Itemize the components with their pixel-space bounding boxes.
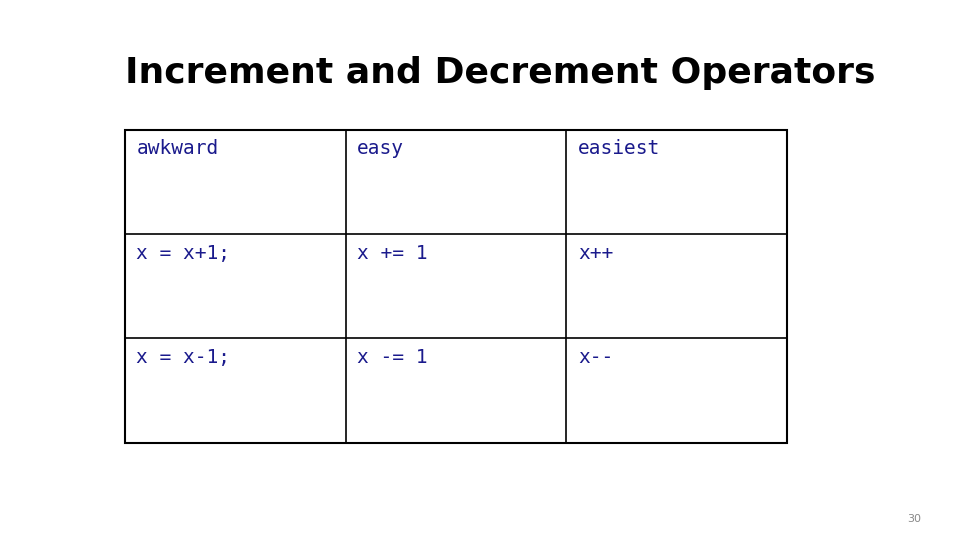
Bar bbox=[125, 130, 787, 443]
Text: x += 1: x += 1 bbox=[357, 244, 427, 263]
Text: x++: x++ bbox=[578, 244, 613, 263]
Text: awkward: awkward bbox=[136, 139, 219, 158]
Text: x = x+1;: x = x+1; bbox=[136, 244, 230, 263]
Text: x -= 1: x -= 1 bbox=[357, 348, 427, 367]
Text: easiest: easiest bbox=[578, 139, 660, 158]
Text: x--: x-- bbox=[578, 348, 613, 367]
Text: 30: 30 bbox=[907, 514, 922, 524]
Text: easy: easy bbox=[357, 139, 404, 158]
Text: x = x-1;: x = x-1; bbox=[136, 348, 230, 367]
Text: Increment and Decrement Operators: Increment and Decrement Operators bbox=[125, 56, 876, 90]
